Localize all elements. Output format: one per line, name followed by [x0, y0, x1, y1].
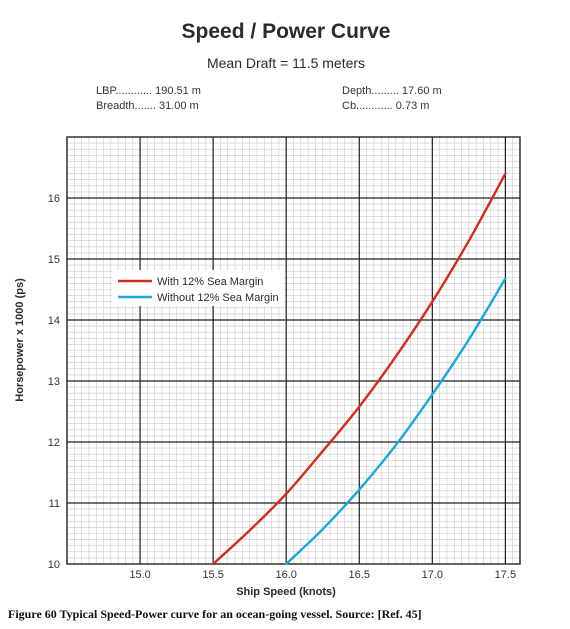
y-tick-labels: 10 11 12 13 14 15 16: [48, 193, 60, 571]
y-tick-label: 10: [48, 559, 60, 571]
chart-title: Speed / Power Curve: [182, 20, 391, 43]
chart-subtitle: Mean Draft = 11.5 meters: [207, 55, 365, 71]
major-grid: [67, 137, 520, 564]
legend-label: With 12% Sea Margin: [157, 276, 263, 288]
x-tick-label: 17.5: [495, 569, 516, 581]
x-tick-label: 15.0: [129, 569, 150, 581]
series-line-with-sea-margin: [211, 172, 507, 566]
y-tick-label: 11: [49, 498, 60, 510]
legend: With 12% Sea Margin Without 12% Sea Margi…: [112, 270, 284, 306]
y-tick-label: 14: [48, 315, 60, 327]
spec-cb: Cb............ 0.73 m: [342, 100, 429, 112]
y-tick-label: 16: [48, 193, 60, 205]
figure-caption: Figure 60 Typical Speed-Power curve for …: [8, 607, 422, 621]
plot-frame: [66, 136, 521, 565]
legend-label: Without 12% Sea Margin: [157, 292, 279, 304]
speed-power-chart: Speed / Power Curve Mean Draft = 11.5 me…: [14, 20, 521, 598]
y-tick-label: 12: [48, 437, 60, 449]
spec-lbp: LBP............ 190.51 m: [96, 85, 201, 97]
x-axis-label: Ship Speed (knots): [236, 586, 336, 598]
spec-breadth: Breadth....... 31.00 m: [96, 100, 199, 112]
legend-background: [112, 270, 284, 306]
x-tick-label: 17.0: [422, 569, 443, 581]
x-tick-label: 16.0: [275, 569, 296, 581]
series-layer: [211, 172, 507, 566]
y-axis-label: Horsepower x 1000 (ps): [14, 278, 26, 402]
series-line-without-sea-margin: [285, 277, 507, 566]
x-tick-label: 16.5: [349, 569, 370, 581]
minor-grid: [67, 137, 520, 564]
y-tick-label: 15: [48, 254, 60, 266]
x-tick-labels: 15.0 15.5 16.0 16.5 17.0 17.5: [129, 569, 516, 581]
x-tick-label: 15.5: [202, 569, 223, 581]
y-tick-label: 13: [48, 376, 60, 388]
spec-depth: Depth......... 17.60 m: [342, 85, 442, 97]
